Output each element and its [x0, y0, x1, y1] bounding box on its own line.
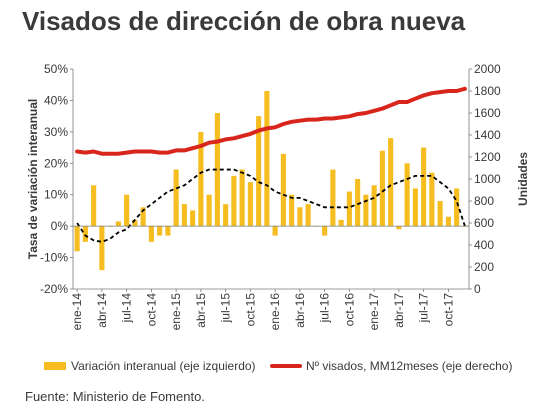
bar — [421, 148, 426, 227]
bar — [339, 220, 344, 226]
visados-line — [77, 89, 465, 154]
bar — [190, 210, 195, 226]
x-tick-label: jul-14 — [120, 293, 134, 324]
left-tick-label: -10% — [40, 251, 68, 265]
bar — [207, 195, 212, 226]
legend-label-bars: Variación interanual (eje izquierdo) — [71, 359, 256, 373]
x-tick-label: oct-14 — [144, 293, 158, 327]
x-tick-label: ene-14 — [70, 293, 84, 331]
x-tick-label: jul-16 — [318, 293, 332, 324]
bar — [91, 185, 96, 226]
source-note: Fuente: Ministerio de Fomento. — [25, 389, 205, 404]
bar — [289, 195, 294, 226]
right-tick-label: 0 — [474, 282, 481, 296]
bar — [174, 170, 179, 227]
right-tick-label: 200 — [474, 260, 494, 274]
left-tick-label: 40% — [44, 93, 68, 107]
bar — [438, 201, 443, 226]
bar — [429, 173, 434, 226]
axes-layer — [70, 69, 472, 292]
bar — [388, 138, 393, 226]
bar — [264, 91, 269, 226]
bar — [240, 170, 245, 227]
left-tick-label: 20% — [44, 156, 68, 170]
bar — [99, 226, 104, 270]
bar — [446, 217, 451, 226]
x-tick-label: oct-15 — [243, 293, 257, 327]
legend: Variación interanual (eje izquierdo) Nº … — [44, 359, 512, 373]
x-tick-label: abr-17 — [392, 293, 406, 328]
right-tick-label: 800 — [474, 194, 494, 208]
left-tick-label: 10% — [44, 188, 68, 202]
x-tick-label: ene-15 — [169, 293, 183, 331]
left-axis-title: Tasa de variación interanual — [26, 99, 40, 260]
bar — [347, 192, 352, 227]
left-tick-label: 50% — [44, 62, 68, 76]
left-tick-label: -20% — [40, 282, 68, 296]
bar — [231, 176, 236, 226]
bar — [83, 226, 88, 242]
x-tick-label: ene-17 — [367, 293, 381, 331]
bar — [454, 188, 459, 226]
left-tick-label: 30% — [44, 125, 68, 139]
bar — [363, 195, 368, 226]
bar — [223, 204, 228, 226]
bar — [248, 182, 253, 226]
x-tick-label: oct-17 — [441, 293, 455, 327]
right-tick-label: 2000 — [474, 62, 501, 76]
x-tick-label: jul-17 — [417, 293, 431, 324]
legend-label-line: Nº visados, MM12meses (eje derecho) — [306, 359, 512, 373]
bar — [165, 226, 170, 235]
bar — [75, 226, 80, 251]
right-tick-label: 1000 — [474, 172, 501, 186]
right-tick-label: 600 — [474, 216, 494, 230]
bar — [297, 207, 302, 226]
right-tick-label: 1200 — [474, 150, 501, 164]
bar — [281, 154, 286, 226]
bar — [157, 226, 162, 235]
right-tick-label: 1600 — [474, 106, 501, 120]
bar — [116, 221, 121, 226]
bar — [372, 185, 377, 226]
x-tick-label: ene-16 — [268, 293, 282, 331]
x-tick-label: oct-16 — [342, 293, 356, 327]
x-tick-label: abr-16 — [293, 293, 307, 328]
legend-swatch-bars — [44, 362, 66, 370]
x-tick-label: jul-15 — [219, 293, 233, 324]
right-tick-label: 1400 — [474, 128, 501, 142]
right-tick-label: 1800 — [474, 84, 501, 98]
bar — [306, 204, 311, 226]
bar — [322, 226, 327, 235]
bar — [273, 226, 278, 235]
bar — [124, 195, 129, 226]
bar — [330, 170, 335, 227]
x-tick-label: abr-15 — [194, 293, 208, 328]
bars-layer — [75, 91, 468, 270]
right-axis-title: Unidades — [516, 152, 530, 206]
bar — [405, 163, 410, 226]
bar — [380, 151, 385, 226]
right-tick-label: 400 — [474, 238, 494, 252]
bar — [149, 226, 154, 242]
bar — [413, 188, 418, 226]
x-tick-label: abr-14 — [95, 293, 109, 328]
bar — [182, 204, 187, 226]
left-tick-label: 0% — [51, 219, 69, 233]
bar — [396, 226, 401, 229]
